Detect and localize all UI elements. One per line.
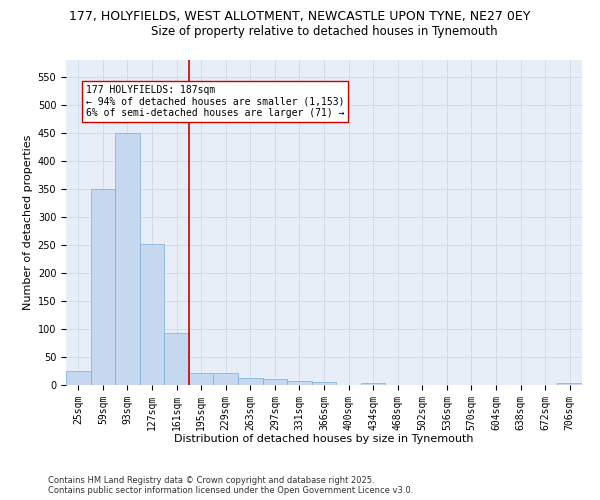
Bar (557, 383, 582, 385)
Bar (164, 333, 189, 385)
Y-axis label: Number of detached properties: Number of detached properties (23, 135, 34, 310)
Bar (66, 371, 91, 385)
Bar (91, 189, 115, 385)
Title: Size of property relative to detached houses in Tynemouth: Size of property relative to detached ho… (151, 25, 497, 38)
Bar (140, 244, 164, 385)
Bar (263, 380, 287, 385)
Bar (214, 373, 238, 385)
X-axis label: Distribution of detached houses by size in Tynemouth: Distribution of detached houses by size … (174, 434, 474, 444)
Bar (189, 372, 214, 385)
Text: 177, HOLYFIELDS, WEST ALLOTMENT, NEWCASTLE UPON TYNE, NE27 0EY: 177, HOLYFIELDS, WEST ALLOTMENT, NEWCAST… (70, 10, 530, 23)
Bar (287, 381, 312, 385)
Text: Contains HM Land Registry data © Crown copyright and database right 2025.
Contai: Contains HM Land Registry data © Crown c… (48, 476, 413, 495)
Text: 177 HOLYFIELDS: 187sqm
← 94% of detached houses are smaller (1,153)
6% of semi-d: 177 HOLYFIELDS: 187sqm ← 94% of detached… (86, 85, 344, 118)
Bar (115, 133, 140, 385)
Bar (361, 383, 385, 385)
Bar (312, 382, 336, 385)
Bar (238, 378, 263, 385)
